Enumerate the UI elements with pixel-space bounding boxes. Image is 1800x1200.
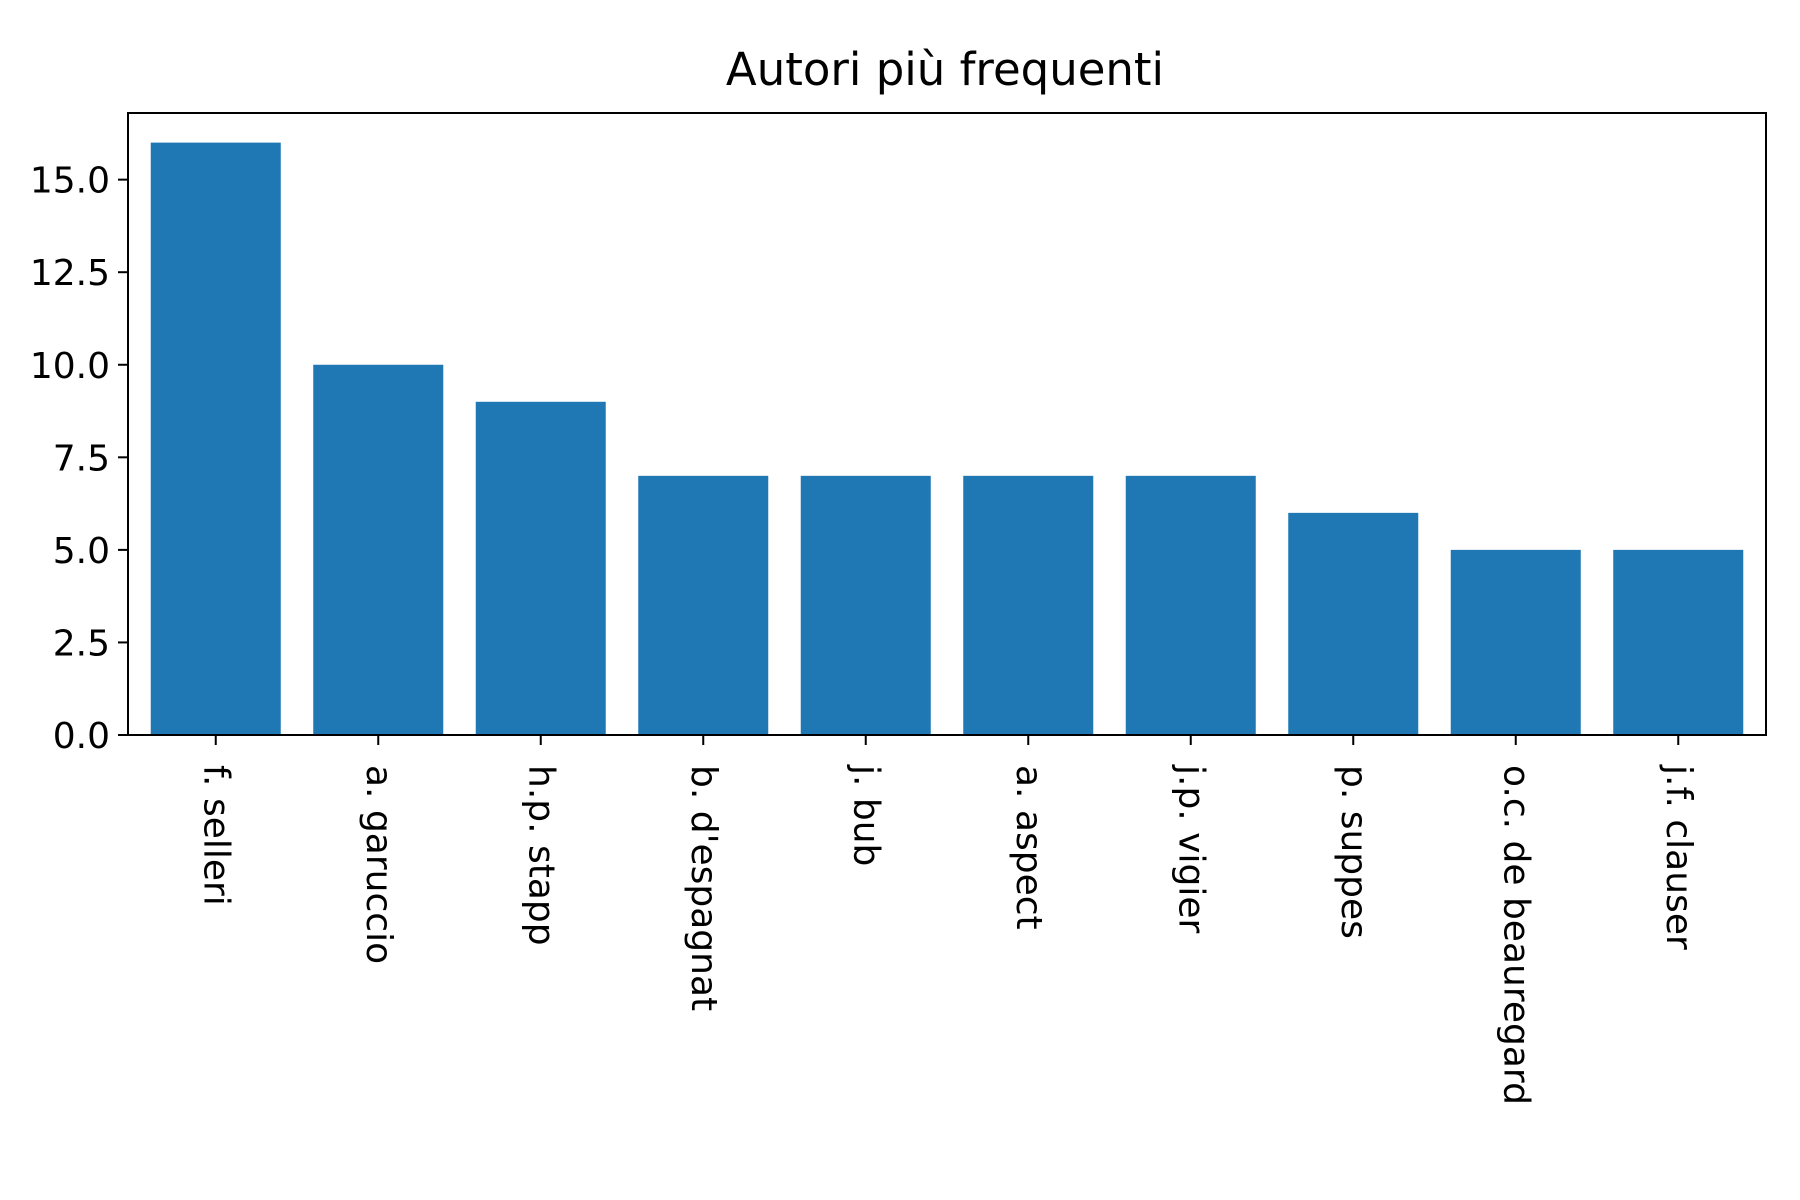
y-axis: 0.0 2.5 5.0 7.5 10.0 12.5 15.0 bbox=[30, 161, 128, 757]
x-tick-label: j. bub bbox=[845, 764, 886, 866]
y-tick-label: 0.0 bbox=[53, 716, 110, 757]
y-tick-label: 5.0 bbox=[53, 531, 110, 572]
bar-7 bbox=[1288, 512, 1419, 735]
x-tick-label: p. suppes bbox=[1333, 765, 1374, 939]
x-tick-label: j.p. vigier bbox=[1170, 764, 1211, 933]
x-tick-label: j.f. clauser bbox=[1658, 764, 1699, 950]
bar-9 bbox=[1613, 549, 1744, 735]
y-tick-label: 7.5 bbox=[53, 438, 110, 479]
x-axis: f. selleri a. garuccio h.p. stapp b. d'espa… bbox=[195, 735, 1699, 1105]
x-tick-label: h.p. stapp bbox=[520, 765, 561, 946]
x-tick-label: f. selleri bbox=[195, 765, 236, 906]
y-tick-label: 15.0 bbox=[30, 161, 110, 202]
bar-4 bbox=[800, 475, 931, 735]
y-tick-label: 10.0 bbox=[30, 346, 110, 387]
bar-2 bbox=[475, 401, 606, 735]
x-tick-label: o.c. de beauregard bbox=[1495, 765, 1536, 1105]
bar-3 bbox=[638, 475, 769, 735]
x-tick-label: a. garuccio bbox=[358, 765, 399, 964]
bar-5 bbox=[963, 475, 1094, 735]
bar-6 bbox=[1125, 475, 1256, 735]
bar-1 bbox=[313, 364, 444, 735]
bar-8 bbox=[1450, 549, 1581, 735]
x-tick-label: b. d'espagnat bbox=[683, 765, 724, 1011]
y-tick-label: 2.5 bbox=[53, 623, 110, 664]
bars bbox=[150, 142, 1744, 736]
x-tick-label: a. aspect bbox=[1008, 765, 1049, 930]
bar-0 bbox=[150, 142, 281, 736]
plot-frame bbox=[127, 112, 1767, 736]
chart-title: Autori più frequenti bbox=[726, 43, 1164, 96]
y-tick-label: 12.5 bbox=[30, 253, 110, 294]
